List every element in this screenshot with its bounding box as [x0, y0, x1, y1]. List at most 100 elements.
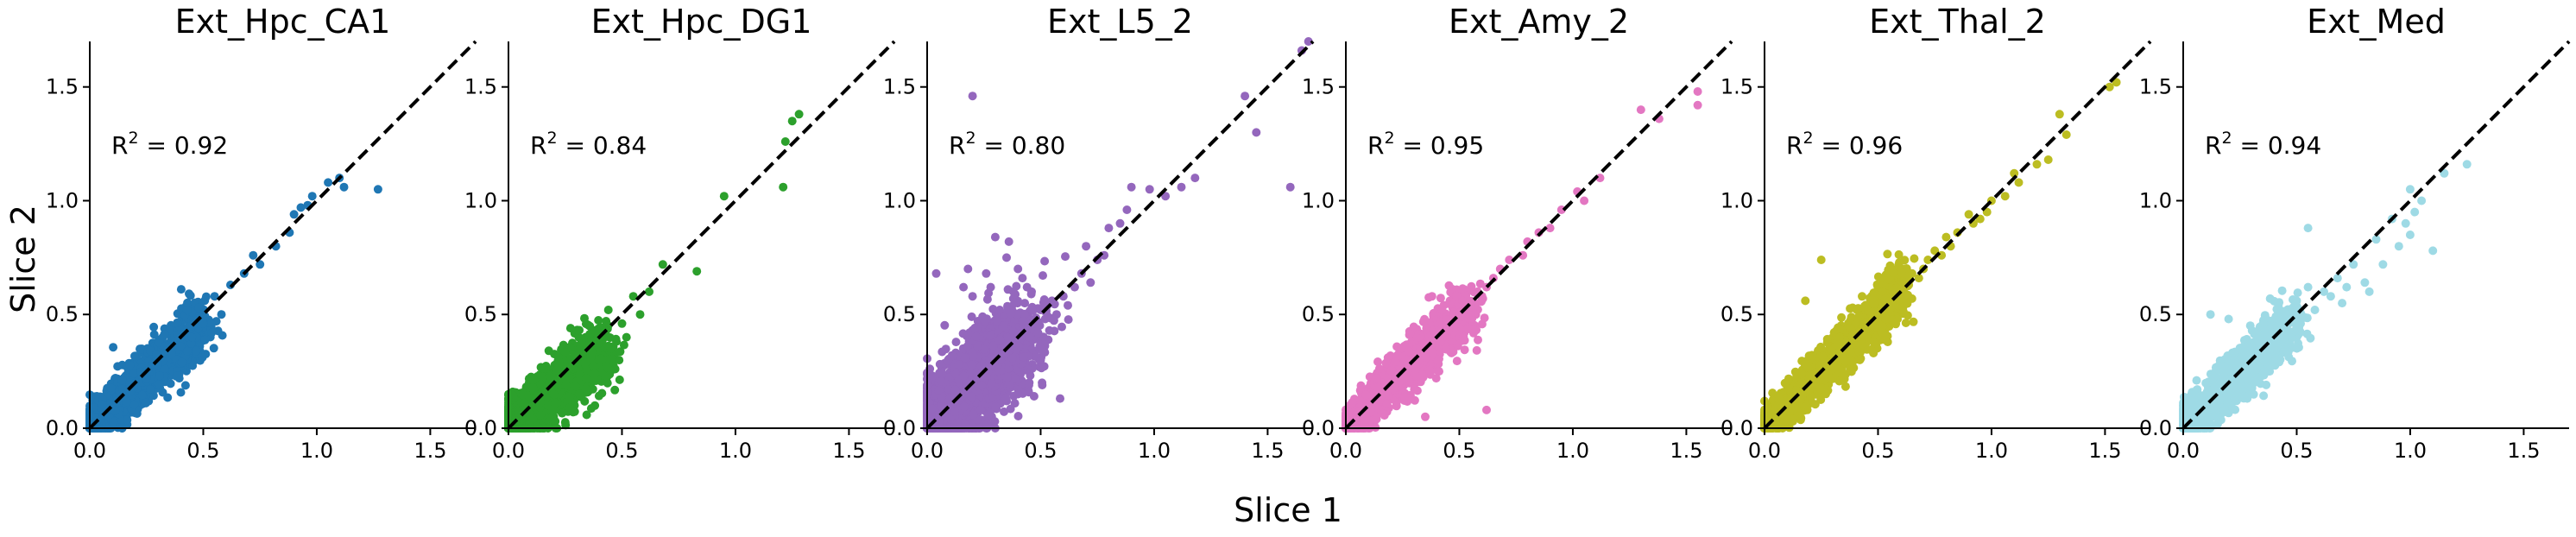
data-point	[1011, 374, 1020, 383]
data-point	[780, 137, 790, 146]
data-point	[999, 321, 1008, 331]
data-point	[201, 292, 211, 301]
data-point	[1115, 218, 1125, 228]
data-point	[209, 344, 218, 353]
x-tick-label: 0.5	[1024, 439, 1057, 463]
x-tick-label: 1.5	[832, 439, 865, 463]
data-point	[589, 362, 598, 371]
y-tick-label: 0.0	[46, 416, 79, 440]
data-point	[959, 282, 969, 292]
data-point	[528, 382, 538, 392]
data-point	[192, 346, 201, 356]
data-point	[958, 329, 968, 338]
data-point	[180, 381, 190, 390]
data-point	[954, 360, 963, 370]
data-point	[606, 344, 616, 353]
data-point	[594, 316, 603, 325]
data-point	[927, 404, 937, 414]
data-point	[976, 405, 986, 414]
x-tick-label: 0.5	[186, 439, 219, 463]
data-point	[658, 260, 667, 269]
data-point	[307, 192, 317, 201]
data-point	[967, 360, 976, 370]
data-point	[528, 414, 538, 424]
data-point	[1145, 185, 1154, 194]
data-point	[568, 407, 578, 417]
data-point	[98, 400, 107, 409]
data-point	[580, 358, 590, 368]
data-point	[1058, 322, 1066, 332]
data-point	[963, 264, 973, 274]
data-point	[969, 410, 978, 420]
data-point	[173, 318, 182, 327]
data-point	[200, 312, 210, 321]
data-point	[187, 332, 197, 342]
data-point	[1064, 300, 1072, 310]
data-point	[123, 415, 132, 425]
data-point	[938, 370, 947, 379]
x-tick-label: 0.0	[911, 439, 944, 463]
data-point	[552, 365, 562, 375]
data-point	[547, 406, 557, 414]
data-point	[339, 182, 349, 192]
data-point	[1285, 182, 1295, 192]
data-point	[603, 363, 612, 372]
data-point	[972, 332, 982, 341]
data-point	[110, 406, 120, 415]
data-point	[617, 319, 627, 328]
data-point	[373, 185, 382, 194]
data-point	[940, 320, 950, 330]
data-point	[615, 375, 624, 384]
data-point	[719, 192, 729, 201]
data-point	[1177, 182, 1186, 192]
data-point	[1025, 332, 1034, 342]
data-point	[177, 357, 186, 367]
data-point	[1025, 378, 1034, 388]
data-point	[536, 380, 546, 389]
data-point	[610, 364, 620, 374]
data-point	[645, 287, 653, 296]
data-point	[109, 343, 118, 352]
y-tick-label: 1.5	[883, 75, 916, 99]
data-point	[1018, 274, 1027, 283]
data-point	[155, 371, 164, 381]
y-tick-label: 1.0	[464, 188, 497, 212]
data-point	[1127, 182, 1136, 192]
data-point	[90, 403, 98, 412]
data-point	[173, 371, 182, 381]
data-point	[594, 339, 603, 348]
data-point	[580, 313, 589, 323]
data-point	[977, 381, 986, 390]
data-point	[1040, 314, 1050, 324]
data-point	[970, 323, 980, 332]
x-tick-label: 0.0	[73, 439, 106, 463]
data-point	[199, 319, 208, 328]
data-point	[990, 232, 1000, 242]
x-tick-label: 0.5	[605, 439, 638, 463]
data-point	[1008, 287, 1018, 296]
data-point	[1039, 271, 1047, 281]
data-point	[1086, 278, 1095, 287]
data-point	[217, 310, 226, 319]
data-point	[1012, 344, 1021, 354]
data-point	[130, 351, 139, 361]
data-point	[959, 371, 969, 381]
data-point	[575, 389, 584, 399]
data-point	[959, 402, 969, 412]
data-point	[991, 402, 1001, 412]
data-point	[125, 360, 135, 370]
data-point	[166, 379, 175, 389]
data-point	[590, 369, 599, 378]
data-point	[1064, 315, 1073, 325]
data-point	[1061, 252, 1070, 262]
data-point	[950, 407, 959, 416]
data-point	[1022, 282, 1032, 292]
y-tick-label: 1.0	[883, 188, 916, 212]
data-point	[622, 332, 631, 342]
data-point	[1000, 407, 1008, 416]
data-point	[692, 267, 702, 276]
data-point	[572, 325, 582, 335]
data-point	[582, 374, 590, 383]
